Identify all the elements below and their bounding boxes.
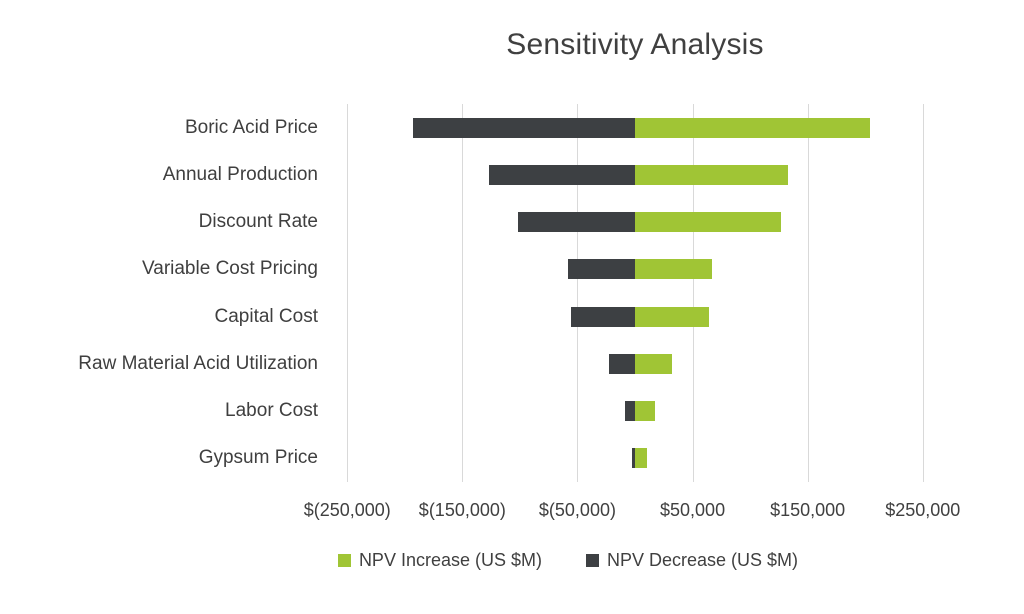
gridline xyxy=(922,104,924,482)
x-axis: $(250,000) $(150,000) $(50,000) $50,000 $150… xyxy=(304,500,961,524)
bar-npv-increase xyxy=(635,212,782,233)
category-label: Annual Production xyxy=(162,163,318,185)
category-label: Boric Acid Price xyxy=(184,116,318,138)
x-tick-label: $250,000 xyxy=(885,500,961,520)
plot-area xyxy=(330,104,940,482)
legend-label: NPV Decrease (US $M) xyxy=(607,550,799,570)
bar-npv-increase xyxy=(635,259,713,280)
x-tick-label: $150,000 xyxy=(770,500,846,520)
category-label: Labor Cost xyxy=(225,400,318,422)
chart-title: Sensitivity Analysis xyxy=(506,28,764,61)
bar-npv-decrease xyxy=(517,212,635,233)
legend-item-npv-increase: NPV Increase (US $M) xyxy=(337,550,542,571)
bar-npv-decrease xyxy=(412,117,635,138)
category-labels: Boric Acid Price Annual Production Discoun… xyxy=(0,104,318,482)
gridline xyxy=(577,104,579,482)
x-tick-label: $50,000 xyxy=(660,500,726,520)
x-tick-label: $(50,000) xyxy=(538,500,616,520)
category-label: Raw Material Acid Utilization xyxy=(78,352,318,374)
bar-npv-increase xyxy=(635,117,870,138)
category-label: Variable Cost Pricing xyxy=(141,258,318,280)
bar-npv-increase xyxy=(635,164,789,185)
bar-npv-decrease xyxy=(488,164,635,185)
x-tick-label: $(150,000) xyxy=(418,500,506,520)
x-tick-label: $(250,000) xyxy=(303,500,391,520)
legend: NPV Increase (US $M) NPV Decrease (US $M) xyxy=(0,550,1024,571)
category-label: Capital Cost xyxy=(214,305,319,327)
bar-npv-decrease xyxy=(608,353,635,374)
bar-npv-decrease xyxy=(631,448,635,469)
bar-npv-decrease xyxy=(624,401,635,422)
bar-npv-decrease xyxy=(568,259,635,280)
bar-npv-increase xyxy=(635,306,709,327)
legend-label: NPV Increase (US $M) xyxy=(358,550,542,570)
legend-item-npv-decrease: NPV Decrease (US $M) xyxy=(586,550,798,571)
bar-npv-decrease xyxy=(570,306,635,327)
category-label: Discount Rate xyxy=(198,211,318,233)
bar-npv-increase xyxy=(635,448,647,469)
gridline xyxy=(347,104,349,482)
bar-npv-increase xyxy=(635,353,672,374)
gridline xyxy=(807,104,809,482)
legend-swatch-npv-decrease xyxy=(586,554,599,567)
bar-npv-increase xyxy=(635,401,655,422)
gridline xyxy=(462,104,464,482)
legend-swatch-npv-increase xyxy=(337,554,351,567)
category-label: Gypsum Price xyxy=(198,447,318,469)
gridline xyxy=(692,104,694,482)
